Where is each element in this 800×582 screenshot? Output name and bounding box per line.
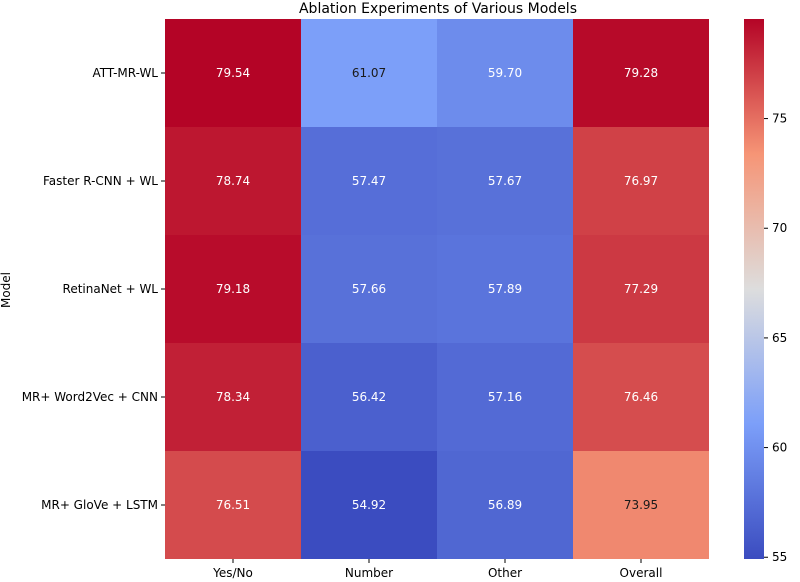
column-label: Overall <box>620 566 663 580</box>
heatmap-cell <box>301 343 437 451</box>
heatmap-cell <box>437 343 573 451</box>
colorbar-tick-label: 55 <box>772 550 787 564</box>
heatmap-cell <box>301 19 437 127</box>
heatmap-cell <box>437 127 573 235</box>
row-label: RetinaNet + WL <box>63 282 159 296</box>
cell-value-label: 56.89 <box>488 498 522 512</box>
heatmap-cell <box>165 235 301 343</box>
row-labels: ATT-MR-WL Faster R-CNN + WL RetinaNet + WL… <box>22 66 165 512</box>
column-label: Other <box>488 566 522 580</box>
cell-value-label: 54.92 <box>352 498 386 512</box>
y-axis-label: Model <box>0 272 13 308</box>
heatmap-cell <box>165 343 301 451</box>
cell-value-label: 57.47 <box>352 174 386 188</box>
heatmap-cell <box>573 19 709 127</box>
cell-value-label: 78.34 <box>216 390 250 404</box>
column-label: Yes/No <box>212 566 253 580</box>
chart-title: Ablation Experiments of Various Models <box>299 1 577 17</box>
heatmap-cell <box>165 127 301 235</box>
heatmap-cell <box>437 235 573 343</box>
heatmap-cells: 79.54 61.07 59.70 79.28 78.74 57.47 57.67 76.97… <box>165 19 709 559</box>
heatmap-cell <box>437 19 573 127</box>
cell-value-label: 79.18 <box>216 282 250 296</box>
row-label: MR+ GloVe + LSTM <box>41 498 158 512</box>
heatmap-cell <box>301 235 437 343</box>
colorbar-tick-label: 75 <box>772 112 787 126</box>
heatmap-cell <box>573 235 709 343</box>
row-label: MR+ Word2Vec + CNN <box>22 390 158 404</box>
cell-value-label: 76.46 <box>624 390 658 404</box>
column-labels: Yes/No Number Other Overall <box>212 559 662 580</box>
cell-value-label: 76.51 <box>216 498 250 512</box>
cell-value-label: 77.29 <box>624 282 658 296</box>
heatmap-cell <box>301 451 437 559</box>
cell-value-label: 78.74 <box>216 174 250 188</box>
heatmap-cell <box>165 19 301 127</box>
colorbar-scale <box>744 19 764 559</box>
colorbar-tick-label: 65 <box>772 331 787 345</box>
column-label: Number <box>345 566 393 580</box>
heatmap-cell <box>573 451 709 559</box>
colorbar-tick-label: 70 <box>772 221 787 235</box>
cell-value-label: 76.97 <box>624 174 658 188</box>
row-label: ATT-MR-WL <box>92 66 158 80</box>
heatmap-cell <box>165 451 301 559</box>
cell-value-label: 61.07 <box>352 66 386 80</box>
colorbar-tick-label: 60 <box>772 441 787 455</box>
cell-value-label: 56.42 <box>352 390 386 404</box>
cell-value-label: 57.16 <box>488 390 522 404</box>
cell-value-label: 57.89 <box>488 282 522 296</box>
row-label: Faster R-CNN + WL <box>43 174 158 188</box>
colorbar: 55 60 65 70 75 <box>744 19 787 564</box>
cell-value-label: 59.70 <box>488 66 522 80</box>
cell-value-label: 57.66 <box>352 282 386 296</box>
cell-value-label: 57.67 <box>488 174 522 188</box>
cell-value-label: 79.54 <box>216 66 250 80</box>
heatmap-cell <box>573 343 709 451</box>
heatmap-cell <box>437 451 573 559</box>
cell-value-label: 73.95 <box>624 498 658 512</box>
heatmap-cell <box>573 127 709 235</box>
heatmap-cell <box>301 127 437 235</box>
cell-value-label: 79.28 <box>624 66 658 80</box>
